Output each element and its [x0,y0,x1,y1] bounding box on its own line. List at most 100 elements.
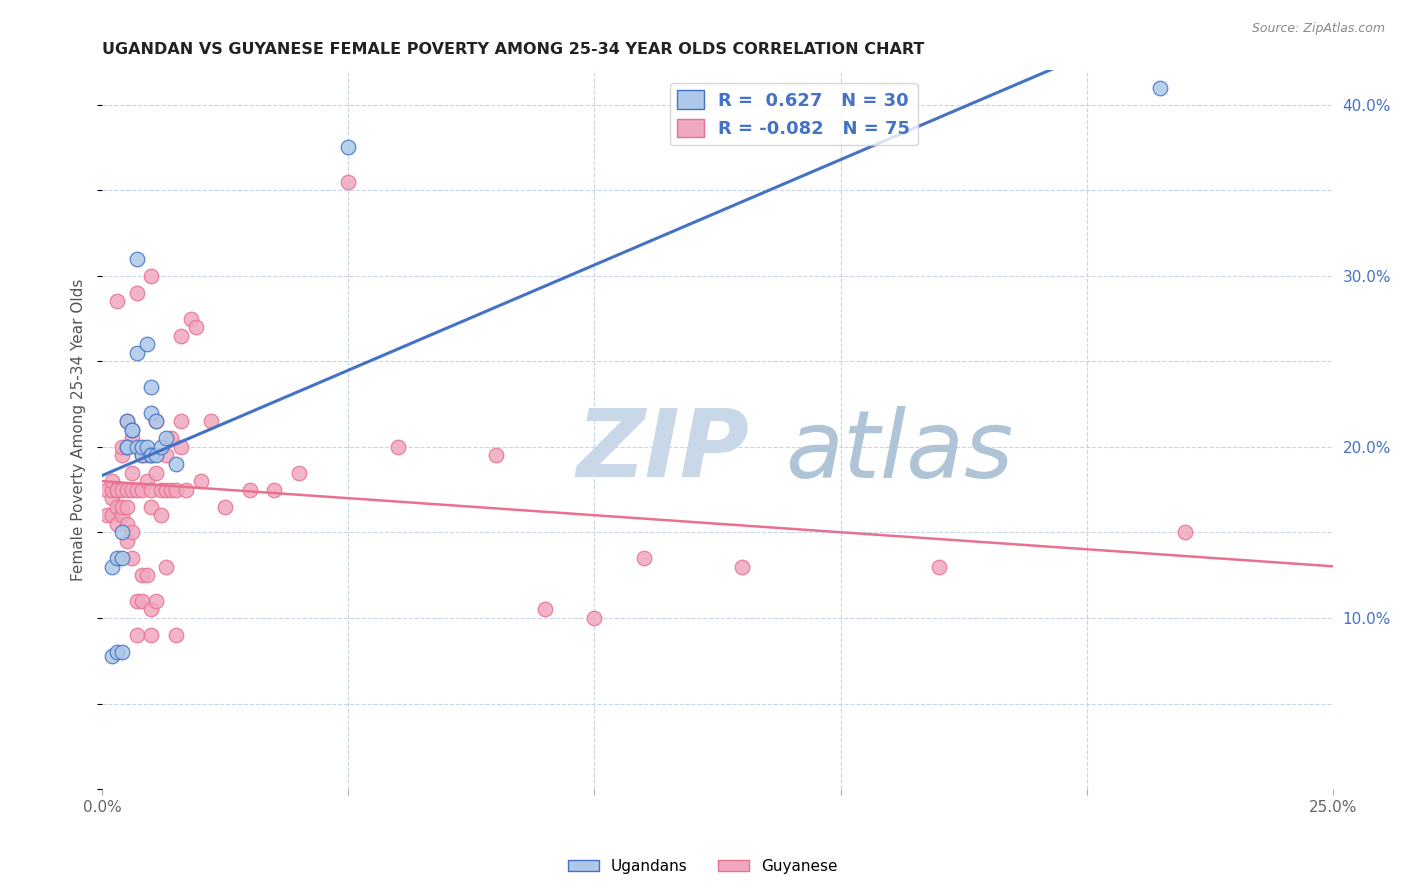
Point [141,449,163,463]
Legend: Ugandans, Guyanese: Ugandans, Guyanese [562,853,844,880]
Point [485,449,508,463]
Point [1174,525,1197,540]
Point [170,328,193,343]
Point [155,449,177,463]
Point [115,534,138,549]
Point [96,508,118,523]
Point [141,268,163,283]
Point [145,449,167,463]
Point [263,483,285,497]
Point [633,551,655,566]
Point [115,440,138,454]
Point [534,602,557,616]
Point [121,525,143,540]
Point [111,508,134,523]
Point [170,414,193,428]
Point [111,483,134,497]
Point [131,594,153,608]
Point [141,500,163,514]
Point [115,414,138,428]
Y-axis label: Female Poverty Among 25-34 Year Olds: Female Poverty Among 25-34 Year Olds [72,278,86,581]
Point [150,440,173,454]
Point [105,551,128,566]
Point [125,440,148,454]
Point [101,508,124,523]
Point [125,285,148,300]
Point [155,431,177,445]
Point [115,516,138,531]
Point [125,252,148,266]
Point [160,431,183,445]
Point [160,483,183,497]
Point [101,648,124,663]
Point [121,551,143,566]
Point [170,440,193,454]
Point [125,628,148,642]
Point [135,440,157,454]
Point [105,500,128,514]
Point [115,414,138,428]
Point [105,483,128,497]
Point [155,483,177,497]
Point [111,449,134,463]
Point [1149,80,1171,95]
Point [105,516,128,531]
Point [105,294,128,309]
Point [121,483,143,497]
Point [214,500,236,514]
Point [155,559,177,574]
Point [145,414,167,428]
Point [131,449,153,463]
Point [111,525,134,540]
Point [131,440,153,454]
Point [165,457,187,471]
Point [115,500,138,514]
Text: UGANDAN VS GUYANESE FEMALE POVERTY AMONG 25-34 YEAR OLDS CORRELATION CHART: UGANDAN VS GUYANESE FEMALE POVERTY AMONG… [103,42,925,57]
Point [131,449,153,463]
Legend: R =  0.627   N = 30, R = -0.082   N = 75: R = 0.627 N = 30, R = -0.082 N = 75 [669,83,918,145]
Point [141,628,163,642]
Point [145,466,167,480]
Point [111,645,134,659]
Point [337,140,360,154]
Point [150,508,173,523]
Point [125,345,148,359]
Point [200,414,222,428]
Point [239,483,262,497]
Point [174,483,197,497]
Point [288,466,311,480]
Point [583,611,606,625]
Text: Source: ZipAtlas.com: Source: ZipAtlas.com [1251,22,1385,36]
Point [337,175,360,189]
Text: atlas: atlas [785,406,1014,497]
Point [141,380,163,394]
Point [180,311,202,326]
Point [135,568,157,582]
Point [141,602,163,616]
Point [96,483,118,497]
Point [101,483,124,497]
Point [121,431,143,445]
Point [135,474,157,488]
Point [145,414,167,428]
Point [111,440,134,454]
Point [165,628,187,642]
Point [121,466,143,480]
Point [145,594,167,608]
Point [141,483,163,497]
Point [141,449,163,463]
Point [131,483,153,497]
Point [190,474,212,488]
Point [121,423,143,437]
Point [135,449,157,463]
Point [101,491,124,506]
Point [105,483,128,497]
Point [115,440,138,454]
Point [731,559,754,574]
Point [111,551,134,566]
Point [105,645,128,659]
Point [387,440,409,454]
Point [125,483,148,497]
Point [928,559,950,574]
Point [101,474,124,488]
